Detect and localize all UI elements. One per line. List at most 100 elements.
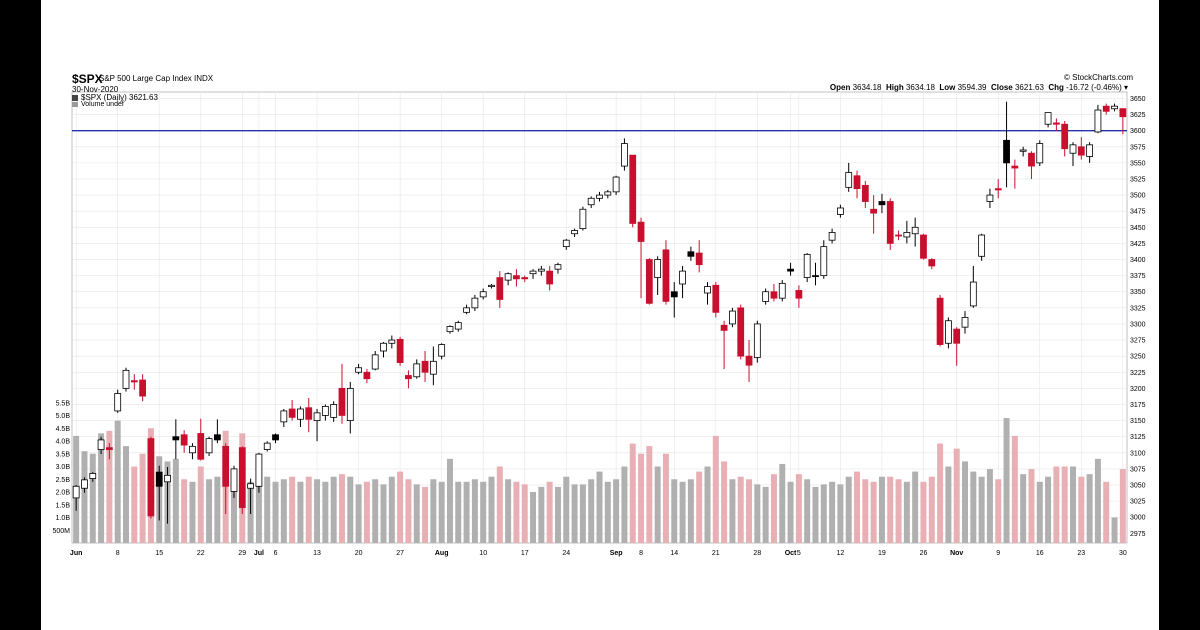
- candle-body: [97, 439, 105, 450]
- volume-bar: [538, 486, 545, 543]
- candle-body: [820, 246, 828, 277]
- candle-body: [405, 375, 412, 380]
- candle-body: [130, 380, 138, 383]
- candle-body: [621, 143, 628, 167]
- volume-bar: [314, 479, 321, 543]
- volume-bar: [1061, 466, 1068, 543]
- candle-body: [571, 230, 578, 235]
- date-tick-label: 30: [1119, 550, 1127, 557]
- volume-bar: [779, 463, 786, 543]
- candle-body: [953, 328, 961, 344]
- candle-body: [729, 310, 736, 325]
- close-label: Close: [990, 83, 1013, 92]
- volume-bar: [355, 484, 362, 543]
- price-tick-label: 3475: [1130, 209, 1146, 216]
- price-tick-label: 3325: [1130, 305, 1146, 312]
- volume-bar: [81, 451, 88, 543]
- candle-body: [421, 360, 429, 373]
- candle-body: [463, 307, 470, 313]
- volume-bar: [746, 479, 753, 543]
- chg-label: Chg: [1048, 83, 1064, 92]
- volume-bar: [903, 481, 910, 543]
- date-tick-label: 6: [274, 550, 278, 557]
- candle-body: [645, 259, 653, 304]
- candle-body: [263, 442, 271, 450]
- price-tick-label: 3150: [1130, 418, 1146, 425]
- candle-body: [297, 408, 304, 420]
- volume-bar: [820, 484, 827, 543]
- price-volume-chart: 2975 3000 3025 3050 3075 3100 3125 3150 3175 3200…: [52, 91, 1146, 557]
- volume-tick-label: 1.0B: [56, 515, 71, 522]
- volume-bar: [114, 420, 121, 543]
- candle-body: [139, 379, 147, 397]
- candle-body: [961, 317, 969, 328]
- ticker-symbol: $SPX: [72, 72, 103, 86]
- price-tick-label: 3125: [1130, 434, 1146, 441]
- candle-body: [920, 234, 927, 259]
- candle-body: [471, 297, 479, 309]
- volume-tick-label: 2.0B: [56, 490, 71, 497]
- brand-watermark: © StockCharts.com: [1064, 73, 1134, 82]
- volume-bar: [123, 446, 129, 543]
- volume-tick-label: 500M: [52, 528, 70, 535]
- volume-bar: [505, 479, 512, 543]
- volume-bar: [671, 479, 678, 543]
- volume-bar: [413, 484, 420, 543]
- volume-bar: [106, 430, 113, 543]
- volume-tick-label: 3.0B: [56, 464, 71, 471]
- candle-body: [247, 483, 254, 489]
- volume-bar: [995, 479, 1002, 543]
- volume-bar: [280, 479, 287, 543]
- volume-bar: [754, 484, 761, 543]
- volume-legend-label: Volume undef: [81, 101, 124, 108]
- volume-bar: [172, 458, 179, 543]
- volume-bar: [638, 453, 645, 543]
- volume-bar: [571, 484, 578, 543]
- volume-bar: [762, 486, 769, 543]
- price-legend-label: $SPX (Daily) 3621.63: [81, 93, 158, 102]
- candle-body: [338, 387, 346, 416]
- chevron-down-icon[interactable]: ▾: [1123, 83, 1128, 92]
- candle-body: [521, 277, 529, 280]
- open-label: Open: [829, 83, 851, 92]
- date-tick-label: 26: [920, 550, 928, 557]
- candle-body: [529, 270, 537, 275]
- candle-body: [587, 197, 595, 206]
- candle-body: [612, 176, 620, 193]
- volume-bar: [588, 479, 595, 543]
- candle-body: [554, 264, 562, 270]
- volume-bar: [330, 476, 337, 543]
- volume-bar: [804, 479, 811, 543]
- volume-bar: [546, 481, 553, 543]
- candle-body: [1119, 108, 1127, 118]
- volume-bar: [1020, 474, 1027, 543]
- candle-body: [795, 290, 803, 299]
- candle-body: [1028, 152, 1035, 167]
- price-tick-label: 3450: [1130, 225, 1146, 232]
- volume-bar: [629, 443, 636, 543]
- candle-body: [105, 447, 113, 450]
- volume-bar: [887, 476, 894, 543]
- volume-bar: [438, 481, 445, 543]
- volume-bar: [554, 486, 561, 543]
- volume-bar: [878, 476, 885, 543]
- volume-bar: [1036, 481, 1043, 543]
- volume-bar: [920, 481, 927, 543]
- volume-bar: [372, 479, 379, 543]
- candle-body: [81, 479, 88, 489]
- candle-body: [845, 172, 853, 188]
- volume-bar: [1111, 517, 1118, 543]
- date-tick-label: 20: [355, 550, 363, 557]
- date-tick-label: 21: [712, 550, 720, 557]
- volume-bar: [471, 479, 478, 543]
- volume-tick-label: 1.5B: [56, 502, 71, 509]
- price-tick-label: 3400: [1130, 257, 1146, 264]
- date-tick-label: 16: [1036, 550, 1044, 557]
- volume-bar: [463, 481, 470, 543]
- date-tick-label: Sep: [610, 550, 623, 557]
- price-tick-label: 3375: [1130, 273, 1146, 280]
- volume-bar: [230, 469, 237, 543]
- volume-bar: [770, 474, 777, 543]
- volume-bar: [687, 479, 694, 543]
- candle-body: [579, 208, 587, 229]
